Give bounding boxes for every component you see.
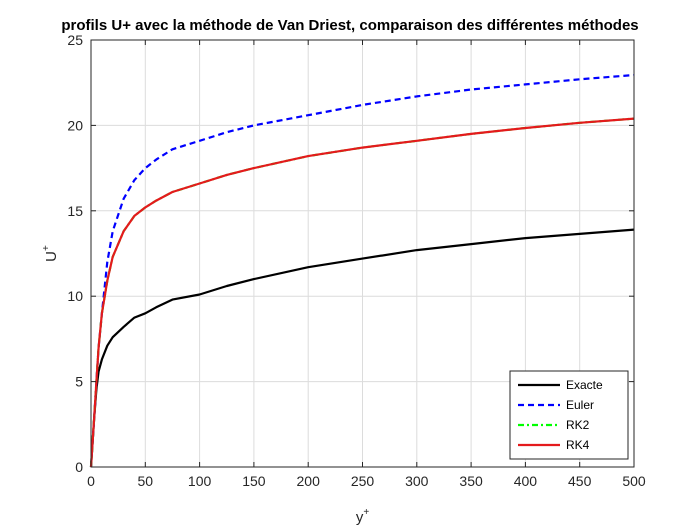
x-tick-label: 200 [297, 473, 321, 489]
x-axis-label: y+ [356, 507, 370, 525]
x-tick-label: 0 [87, 473, 95, 489]
y-tick-label: 15 [67, 203, 83, 219]
y-axis-label-superscript: + [41, 245, 52, 251]
series-line-euler [89, 73, 635, 468]
x-tick-label: 300 [405, 473, 429, 489]
x-tick-label: 400 [514, 473, 538, 489]
y-tick-label: 5 [75, 374, 83, 390]
x-tick-label: 250 [351, 473, 375, 489]
x-tick-label: 500 [622, 473, 646, 489]
legend: Exacte Euler RK2 RK4 [509, 370, 629, 460]
chart-title: profils U+ avec la méthode de Van Driest… [61, 17, 638, 34]
x-tick-label: 450 [568, 473, 592, 489]
y-tick-label: 20 [67, 117, 83, 133]
x-tick-label: 350 [459, 473, 483, 489]
y-tick-label: 25 [67, 32, 83, 48]
y-axis-label: U+ [41, 245, 60, 262]
x-tick-label: 50 [138, 473, 154, 489]
axis-ticks: 0 50 100 150 200 250 300 350 400 450 500 0 5 10 15 20 25 [67, 32, 645, 489]
x-tick-label: 100 [188, 473, 212, 489]
y-axis-label-text: U [43, 251, 60, 262]
series-layer [89, 73, 635, 468]
x-tick-label: 150 [242, 473, 266, 489]
legend-label: Euler [566, 398, 594, 412]
legend-label: Exacte [566, 378, 603, 392]
legend-label: RK4 [566, 438, 590, 452]
plot-area: 0 50 100 150 200 250 300 350 400 450 500 0 5 10 15 20 25 [67, 32, 645, 489]
x-axis-label-superscript: + [363, 507, 369, 518]
x-axis-label-text: y [356, 509, 364, 525]
series-line-rk4 [89, 117, 635, 468]
y-tick-label: 10 [67, 288, 83, 304]
y-tick-label: 0 [75, 459, 83, 475]
legend-label: RK2 [566, 418, 590, 432]
